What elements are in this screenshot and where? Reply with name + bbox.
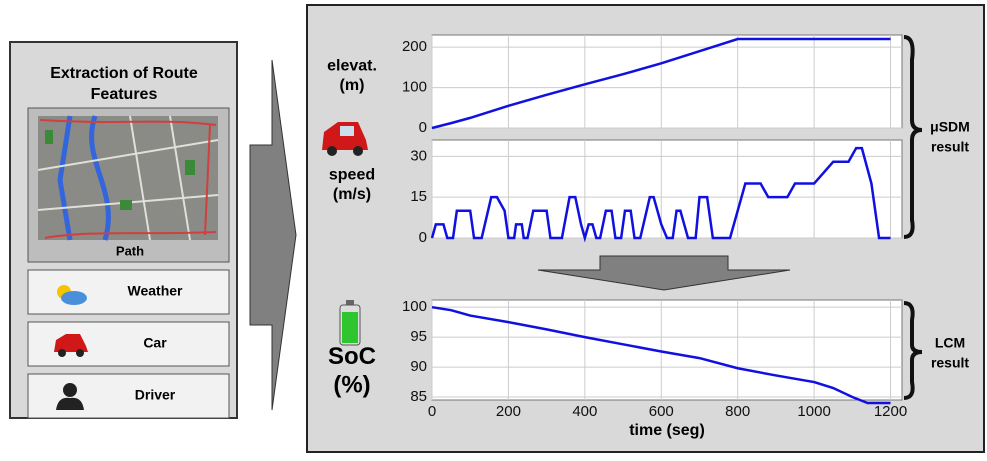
item-label: Car: [143, 335, 167, 351]
car-icon: [322, 122, 368, 156]
y-tick-label: 85: [410, 388, 427, 405]
x-tick-label: 800: [725, 403, 750, 420]
arrow: [249, 59, 297, 411]
battery-icon: [339, 300, 361, 346]
bracket: [903, 35, 923, 239]
plot-area: [431, 299, 903, 401]
y-axis-label: (m): [340, 77, 365, 94]
y-axis-label: SoC: [328, 343, 376, 370]
y-tick-label: 15: [410, 188, 427, 205]
y-axis-label: (%): [333, 372, 370, 399]
x-tick-label: 600: [649, 403, 674, 420]
item-box: [27, 373, 230, 419]
item-icon: [57, 285, 87, 305]
y-axis-label: (m/s): [333, 186, 371, 203]
data-line: [431, 37, 891, 130]
wheel: [58, 349, 66, 357]
y-axis-label: elevat.: [327, 58, 377, 75]
down-arrow: [537, 255, 791, 291]
y-tick-label: 90: [410, 358, 427, 375]
x-tick-label: 200: [496, 403, 521, 420]
x-tick-label: 1000: [797, 403, 830, 420]
y-tick-label: 200: [402, 38, 427, 55]
panel-title: Features: [91, 86, 158, 103]
y-tick-label: 100: [402, 298, 427, 315]
driver-body: [56, 397, 84, 410]
driver-head: [63, 383, 77, 397]
plot-area: [431, 34, 903, 129]
bracket: [903, 301, 923, 400]
item-icon: [56, 383, 84, 410]
y-tick-label: 0: [419, 119, 427, 136]
y-tick-label: 30: [410, 147, 427, 164]
result-label: LCM: [935, 335, 965, 351]
data-line: [430, 146, 891, 243]
y-tick-label: 100: [402, 79, 427, 96]
y-tick-label: 0: [419, 229, 427, 246]
car-icon: [54, 334, 88, 352]
map: [37, 115, 219, 241]
x-tick-label: 1200: [874, 403, 907, 420]
result-label: result: [931, 355, 969, 371]
item-label: Weather: [128, 283, 184, 299]
cloud-icon: [61, 291, 87, 305]
data-line: [431, 305, 891, 405]
result-label: result: [931, 139, 969, 155]
result-label: μSDM: [930, 119, 970, 135]
wheel: [76, 349, 84, 357]
plot-area: [431, 139, 903, 239]
panel-title: Extraction of Route: [50, 65, 198, 82]
x-tick-label: 400: [572, 403, 597, 420]
path-label: Path: [116, 243, 144, 258]
y-tick-label: 95: [410, 328, 427, 345]
item-label: Driver: [135, 387, 176, 403]
y-axis-label: speed: [329, 167, 375, 184]
x-axis-label: time (seg): [629, 422, 705, 439]
item-icon: [54, 334, 88, 357]
x-tick-label: 0: [428, 403, 436, 420]
